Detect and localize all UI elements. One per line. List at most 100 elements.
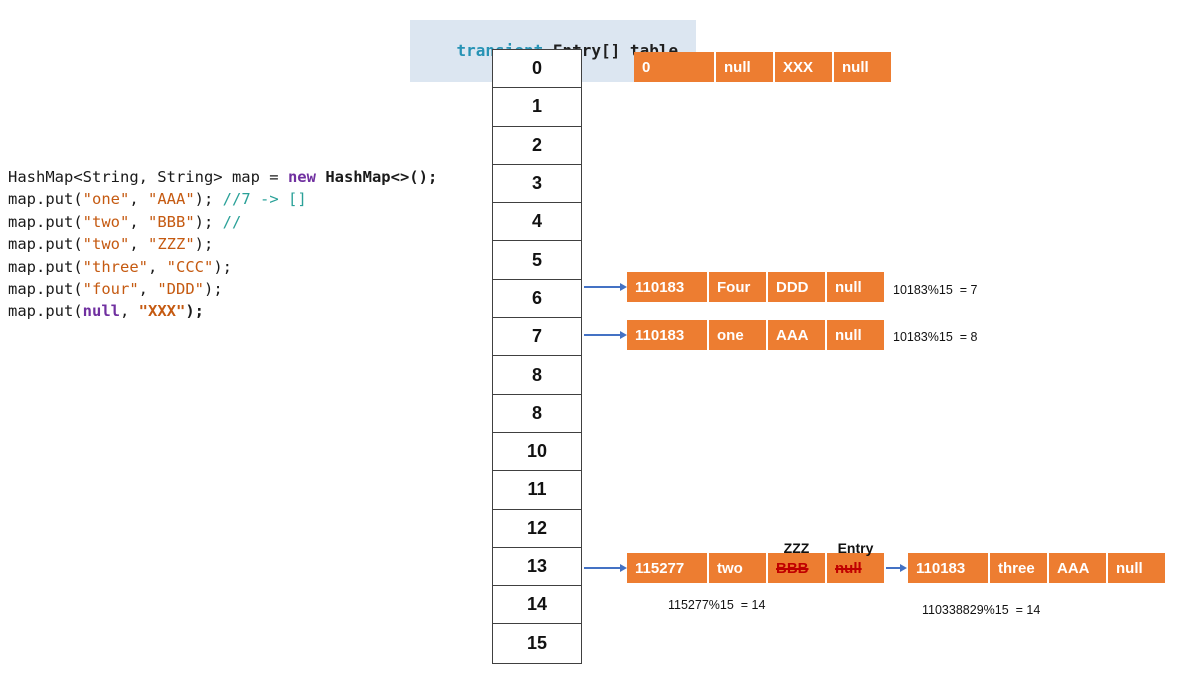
entry-cell-key: Four: [709, 272, 766, 302]
code-token: "AAA": [148, 190, 195, 209]
code-token: );: [194, 190, 223, 209]
code-token: "CCC": [166, 257, 214, 276]
entry-cell-hash: 115277: [627, 553, 707, 583]
overlay-new-value-label: ZZZ: [783, 540, 810, 556]
code-token: //7 -> []: [222, 190, 307, 209]
annotation-bucket13-second-hash: 110338829%15 = 14: [922, 603, 1041, 617]
code-token: null: [82, 302, 120, 321]
entry-cell-hash: 110183: [627, 272, 707, 302]
entry-cell-value: XXX: [775, 52, 832, 82]
bucket-row: 5: [493, 241, 581, 280]
bucket-row: 15: [526, 633, 548, 654]
code-line: map.put(null, "XXX");: [8, 300, 437, 322]
entry-cell-key: two: [709, 553, 766, 583]
code-token: map.put(: [8, 302, 83, 321]
entry-cell-next-struck: null: [827, 553, 884, 583]
entry-cell-value: AAA: [768, 320, 825, 350]
code-token: "BBB": [148, 212, 195, 231]
code-token: ,: [129, 235, 148, 254]
arrow-bucket13-to-entry: [584, 564, 627, 572]
arrow-head-icon: [620, 331, 627, 339]
arrow-head-icon: [620, 283, 627, 291]
code-token: ,: [119, 302, 139, 321]
entry-cell-value: DDD: [768, 272, 825, 302]
entry-cell-next: null: [827, 272, 884, 302]
bucket-row: 12: [493, 510, 581, 548]
entry-cell-next: null: [827, 320, 884, 350]
entry-cell-value-struck: BBB: [768, 553, 825, 583]
code-token: map.put(: [8, 235, 83, 254]
entry-node-bucket7: 110183 one AAA null: [627, 320, 884, 350]
code-token: );: [194, 212, 223, 231]
code-token: ,: [147, 257, 167, 276]
arrow-entry-to-next-entry: [886, 564, 907, 572]
code-token: map.put(: [8, 280, 83, 299]
bucket-row: 0: [493, 50, 581, 89]
code-token: );: [204, 280, 223, 299]
arrow-shaft: [584, 334, 620, 336]
entry-cell-hash: 110183: [908, 553, 988, 583]
code-token: //: [222, 212, 242, 231]
bucket-row: 8: [493, 395, 581, 433]
code-token: map.put(: [8, 212, 83, 231]
code-token: map.put(: [8, 190, 83, 209]
entry-cell-hash: 110183: [627, 320, 707, 350]
bucket-row: 4: [493, 203, 581, 242]
arrow-shaft: [584, 286, 620, 288]
bucket-row: 1: [493, 88, 581, 127]
code-token: HashMap<String, String> map =: [8, 168, 288, 186]
bucket-row: 13: [493, 548, 581, 587]
entry-cell-key: one: [709, 320, 766, 350]
arrow-head-icon: [900, 564, 907, 572]
bucket-row: 7: [493, 318, 581, 357]
code-token: );: [185, 302, 204, 321]
code-token: );: [194, 235, 214, 254]
annotation-bucket6-hash: 10183%15 = 7: [893, 283, 978, 297]
code-token: "DDD": [157, 280, 204, 299]
entry-node-bucket6: 110183 Four DDD null: [627, 272, 884, 302]
code-token: map.put(: [8, 257, 83, 276]
entry-node-bucket13-first: 115277 two BBB null: [627, 553, 884, 583]
arrow-shaft: [584, 567, 620, 569]
arrow-head-icon: [620, 564, 627, 572]
code-token: "ZZZ": [148, 235, 195, 254]
bucket-row: 8: [493, 356, 581, 395]
code-line: map.put("two", "BBB"); //: [8, 211, 437, 233]
arrow-bucket7-to-entry: [584, 331, 627, 339]
bucket-row: 10: [493, 433, 581, 472]
entry-cell-next: null: [834, 52, 891, 82]
entry-cell-hash: 0: [634, 52, 714, 82]
code-line: map.put("three", "CCC");: [8, 256, 437, 278]
code-token: "two": [82, 235, 130, 254]
code-line: map.put("four", "DDD");: [8, 278, 437, 300]
overlay-new-next-label: Entry: [837, 540, 874, 556]
bucket-row: 14: [493, 586, 581, 625]
code-token: [316, 168, 325, 186]
arrow-bucket6-to-entry: [584, 283, 627, 291]
code-token: "two": [82, 212, 130, 231]
entry-cell-value: AAA: [1049, 553, 1106, 583]
code-line: map.put("two", "ZZZ");: [8, 233, 437, 255]
code-line: map.put("one", "AAA"); //7 -> []: [8, 188, 437, 210]
code-token: "XXX": [138, 302, 186, 321]
entry-node-bucket0: 0 null XXX null: [634, 52, 891, 82]
code-token: );: [213, 257, 232, 276]
bucket-table: 0 1 2 3 4 5 6 7 8 8 10 11 12 13 14 15: [492, 49, 582, 664]
code-token: new: [287, 168, 316, 186]
annotation-bucket7-hash: 10183%15 = 8: [893, 330, 978, 344]
code-token: ,: [138, 280, 158, 299]
entry-cell-next: null: [1108, 553, 1165, 583]
entry-node-bucket13-second: 110183 three AAA null: [908, 553, 1165, 583]
entry-cell-key: three: [990, 553, 1047, 583]
code-token: ,: [129, 190, 148, 209]
code-token: HashMap<>();: [325, 168, 438, 186]
bucket-row: 6: [493, 280, 581, 319]
code-token: "three": [82, 257, 148, 276]
bucket-row: 11: [493, 471, 581, 510]
code-token: "one": [82, 190, 130, 209]
code-token: ,: [129, 212, 148, 231]
code-token: "four": [82, 280, 139, 299]
annotation-bucket13-first-hash: 115277%15 = 14: [668, 598, 766, 612]
bucket-row: 3: [493, 165, 581, 204]
